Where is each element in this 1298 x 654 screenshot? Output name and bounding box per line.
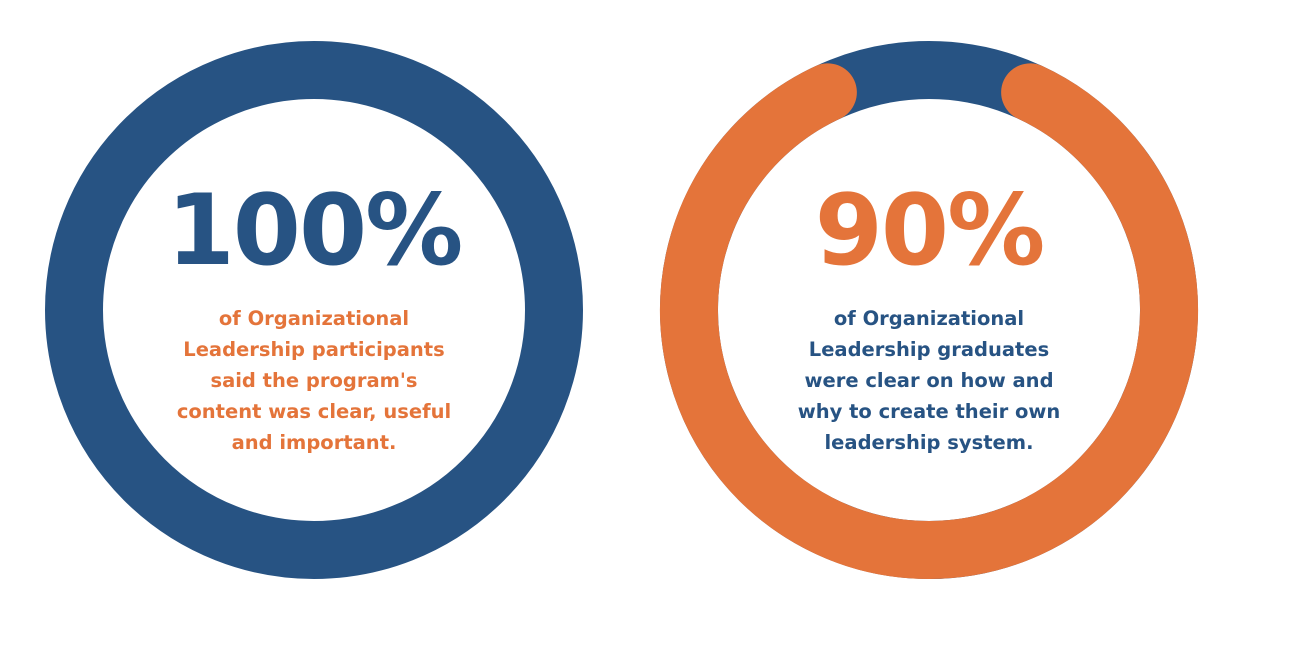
donut-chart-graduates (660, 41, 1198, 579)
caption-line: Leadership graduates (808, 338, 1050, 361)
stat-text: 100% of Organizational Leadership partic… (134, 175, 494, 458)
caption-line: of Organizational (218, 307, 410, 330)
caption-line: were clear on how and (804, 369, 1054, 392)
caption-line: content was clear, useful (176, 400, 452, 423)
stat-text: 90% of Organizational Leadership graduat… (749, 175, 1109, 458)
caption-line: said the program's (210, 369, 418, 392)
donut-value-arc (660, 63, 1198, 579)
caption-line: and important. (231, 431, 397, 454)
stat-caption: of Organizational Leadership graduates w… (749, 303, 1109, 458)
stat-value: 100% (166, 174, 464, 288)
donut-chart-participants (45, 41, 583, 579)
caption-line: of Organizational (833, 307, 1025, 330)
stat-value: 90% (814, 174, 1046, 288)
stat-card-participants: 100% of Organizational Leadership partic… (44, 40, 584, 580)
donut-track (45, 41, 583, 579)
caption-line: leadership system. (824, 431, 1034, 454)
stat-caption: of Organizational Leadership participant… (134, 303, 494, 458)
caption-line: Leadership participants (183, 338, 445, 361)
stat-card-graduates: 90% of Organizational Leadership graduat… (659, 40, 1199, 580)
caption-line: why to create their own (797, 400, 1061, 423)
